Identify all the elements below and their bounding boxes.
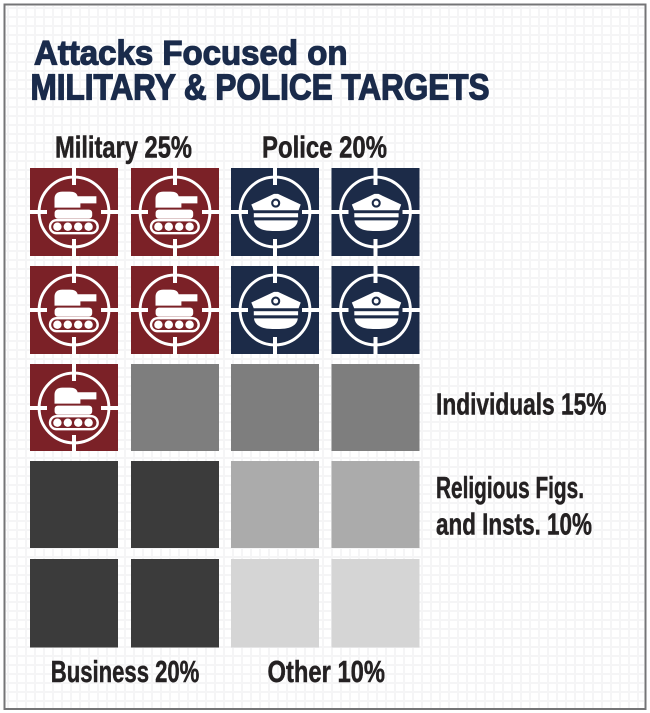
svg-text:Attacks Focused on: Attacks Focused on: [34, 35, 348, 73]
svg-text:Police 20%: Police 20%: [262, 129, 387, 164]
svg-text:Military 25%: Military 25%: [55, 129, 192, 164]
svg-text:Business 20%: Business 20%: [51, 654, 200, 689]
svg-text:and Insts. 10%: and Insts. 10%: [436, 506, 592, 541]
svg-text:Individuals 15%: Individuals 15%: [436, 387, 607, 422]
svg-text:MILITARY & POLICE TARGETS: MILITARY & POLICE TARGETS: [31, 67, 490, 107]
svg-text:Religious Figs.: Religious Figs.: [436, 470, 584, 505]
svg-text:Other 10%: Other 10%: [268, 654, 386, 689]
